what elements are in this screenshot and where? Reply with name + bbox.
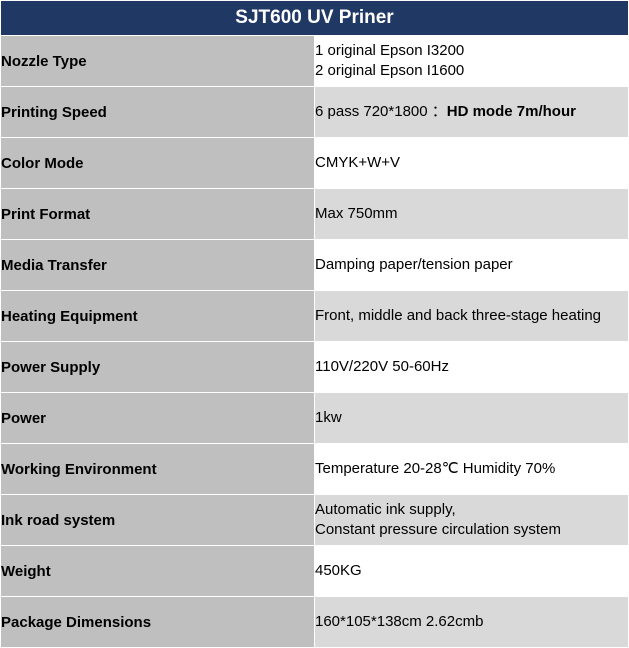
- table-row: Package Dimensions 160*105*138cm 2.62cmb: [1, 597, 629, 648]
- spec-value: 1kw: [315, 393, 629, 444]
- value-line: Constant pressure circulation system: [315, 520, 628, 540]
- spec-value: Temperature 20-28℃ Humidity 70%: [315, 444, 629, 495]
- spec-label: Working Environment: [1, 444, 315, 495]
- spec-label: Package Dimensions: [1, 597, 315, 648]
- table-row: Heating Equipment Front, middle and back…: [1, 291, 629, 342]
- table-row: Media Transfer Damping paper/tension pap…: [1, 240, 629, 291]
- spec-label: Media Transfer: [1, 240, 315, 291]
- spec-table: SJT600 UV Priner Nozzle Type 1 original …: [0, 0, 629, 648]
- spec-value: 6 pass 720*1800 ：HD mode 7m/hour: [315, 87, 629, 138]
- table-row: Printing Speed 6 pass 720*1800 ：HD mode …: [1, 87, 629, 138]
- spec-value: 450KG: [315, 546, 629, 597]
- spec-value: Damping paper/tension paper: [315, 240, 629, 291]
- table-row: Print Format Max 750mm: [1, 189, 629, 240]
- table-row: Color Mode CMYK+W+V: [1, 138, 629, 189]
- spec-label: Color Mode: [1, 138, 315, 189]
- spec-value: Front, middle and back three-stage heati…: [315, 291, 629, 342]
- spec-label: Ink road system: [1, 495, 315, 546]
- spec-label: Heating Equipment: [1, 291, 315, 342]
- value-line: 1 original Epson I3200: [315, 41, 628, 61]
- value-line: Automatic ink supply,: [315, 500, 628, 520]
- table-row: Nozzle Type 1 original Epson I3200 2 ori…: [1, 36, 629, 87]
- table-row: Power 1kw: [1, 393, 629, 444]
- spec-value: Max 750mm: [315, 189, 629, 240]
- value-bold: HD mode 7m/hour: [447, 103, 576, 120]
- table-row: Weight 450KG: [1, 546, 629, 597]
- spec-value: CMYK+W+V: [315, 138, 629, 189]
- table-title: SJT600 UV Priner: [1, 1, 629, 36]
- table-row: Power Supply 110V/220V 50-60Hz: [1, 342, 629, 393]
- spec-value: 110V/220V 50-60Hz: [315, 342, 629, 393]
- spec-label: Printing Speed: [1, 87, 315, 138]
- table-row: Ink road system Automatic ink supply, Co…: [1, 495, 629, 546]
- table-row: Working Environment Temperature 20-28℃ H…: [1, 444, 629, 495]
- spec-label: Nozzle Type: [1, 36, 315, 87]
- spec-value: 1 original Epson I3200 2 original Epson …: [315, 36, 629, 87]
- header-row: SJT600 UV Priner: [1, 1, 629, 36]
- value-text: 6 pass 720*1800 ：: [315, 103, 447, 120]
- spec-label: Power: [1, 393, 315, 444]
- spec-label: Print Format: [1, 189, 315, 240]
- spec-value: Automatic ink supply, Constant pressure …: [315, 495, 629, 546]
- value-line: 2 original Epson I1600: [315, 61, 628, 81]
- spec-label: Weight: [1, 546, 315, 597]
- spec-value: 160*105*138cm 2.62cmb: [315, 597, 629, 648]
- spec-label: Power Supply: [1, 342, 315, 393]
